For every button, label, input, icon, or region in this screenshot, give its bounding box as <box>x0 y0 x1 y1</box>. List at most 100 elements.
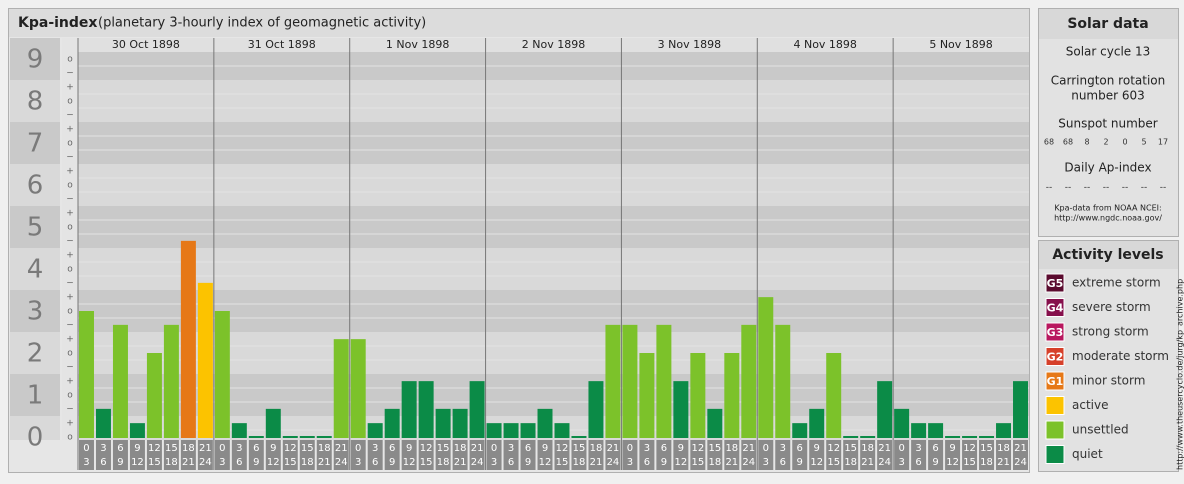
subtick-label: − <box>66 69 74 79</box>
hour-label: 18 <box>997 443 1010 454</box>
day-label: 31 Oct 1898 <box>248 38 316 51</box>
hour-label: 3 <box>627 457 633 468</box>
level-icon <box>1046 397 1064 415</box>
hour-label: 6 <box>525 443 531 454</box>
subtick-label: − <box>66 279 74 289</box>
y-tick-label: 5 <box>27 213 44 243</box>
bar <box>385 409 400 438</box>
day-label: 30 Oct 1898 <box>112 38 180 51</box>
hour-label: 15 <box>437 443 450 454</box>
hour-label: 3 <box>372 443 378 454</box>
bar <box>962 436 977 438</box>
hour-label: 12 <box>148 443 161 454</box>
ap-value: -- <box>1046 183 1053 193</box>
bar <box>300 436 315 438</box>
subtick-label: o <box>67 391 73 401</box>
bar <box>521 423 536 438</box>
ap-value: -- <box>1065 183 1072 193</box>
hour-label: 15 <box>301 443 314 454</box>
hour-label: 15 <box>691 457 704 468</box>
hour-label: 12 <box>556 443 569 454</box>
hour-label: 3 <box>219 457 225 468</box>
hour-label: 12 <box>539 457 552 468</box>
hour-label: 9 <box>270 443 276 454</box>
hour-label: 9 <box>406 443 412 454</box>
hour-label: 3 <box>763 457 769 468</box>
hour-label: 21 <box>335 443 348 454</box>
hour-label: 6 <box>372 457 378 468</box>
sunspot-number: 17 <box>1158 138 1168 147</box>
hour-label: 21 <box>861 457 874 468</box>
hour-label: 3 <box>508 443 514 454</box>
bar <box>843 436 858 438</box>
hour-label: 21 <box>878 443 891 454</box>
bar <box>979 436 994 438</box>
subtick-label: o <box>67 139 73 149</box>
y-tick-label: 1 <box>27 381 44 411</box>
hour-label: 18 <box>437 457 450 468</box>
bar <box>707 409 722 438</box>
hour-label: 3 <box>898 457 904 468</box>
hour-label: 24 <box>199 457 212 468</box>
hour-label: 15 <box>284 457 297 468</box>
hour-label: 21 <box>1014 443 1027 454</box>
hour-label: 6 <box>780 457 786 468</box>
hour-label: 0 <box>83 443 89 454</box>
level-icon <box>1046 421 1064 439</box>
subtitle: (planetary 3-hourly index of geomagnetic… <box>98 16 426 31</box>
hour-label: 24 <box>878 457 891 468</box>
hour-label: 21 <box>454 457 467 468</box>
subtick-label: + <box>66 125 74 135</box>
carrington: Carrington rotation <box>1051 74 1165 88</box>
hour-label: 21 <box>182 457 195 468</box>
hour-label: 15 <box>827 457 840 468</box>
ap-value: -- <box>1103 183 1110 193</box>
hour-label: 0 <box>898 443 904 454</box>
hour-label: 12 <box>810 457 823 468</box>
subtick-label: o <box>67 55 73 65</box>
bar <box>334 339 349 438</box>
subtick-label: − <box>66 363 74 373</box>
sunspot-number: 2 <box>1103 138 1108 147</box>
hour-label: 9 <box>814 443 820 454</box>
hour-label: 0 <box>219 443 225 454</box>
side-url: http://www.theusercyclo.de/jurg/kp_archi… <box>1176 279 1184 470</box>
hour-label: 9 <box>932 457 938 468</box>
hour-label: 18 <box>844 457 857 468</box>
hour-label: 24 <box>471 457 484 468</box>
bar <box>181 241 196 438</box>
hour-label: 21 <box>607 443 620 454</box>
level-code: G3 <box>1047 326 1064 339</box>
level-label: quiet <box>1072 447 1103 461</box>
bar <box>249 436 264 438</box>
subtick-label: + <box>66 293 74 303</box>
y-tick-label: 7 <box>27 129 44 159</box>
level-label: moderate storm <box>1072 349 1169 363</box>
hour-label: 18 <box>980 457 993 468</box>
hour-label: 18 <box>318 443 331 454</box>
hour-label: 0 <box>491 443 497 454</box>
hour-label: 6 <box>915 457 921 468</box>
subtick-label: − <box>66 321 74 331</box>
bar <box>945 436 960 438</box>
level-label: severe storm <box>1072 300 1151 314</box>
level-label: strong storm <box>1072 325 1149 339</box>
level-band <box>78 122 1029 164</box>
subtick-label: − <box>66 153 74 163</box>
level-icon <box>1046 446 1064 464</box>
ap-value: -- <box>1160 183 1167 193</box>
bar <box>266 409 281 438</box>
hour-label: 15 <box>844 443 857 454</box>
subtick-label: + <box>66 83 74 93</box>
bar <box>402 381 417 438</box>
hour-label: 9 <box>797 457 803 468</box>
level-band <box>78 164 1029 206</box>
hour-label: 18 <box>708 457 721 468</box>
subtick-label: + <box>66 335 74 345</box>
hour-label: 0 <box>627 443 633 454</box>
hour-label: 15 <box>573 443 586 454</box>
hour-label: 6 <box>508 457 514 468</box>
hour-label: 18 <box>590 443 603 454</box>
